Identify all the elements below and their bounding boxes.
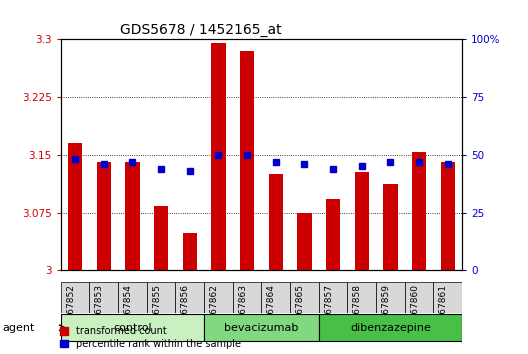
- FancyBboxPatch shape: [89, 282, 118, 313]
- Text: GSM967858: GSM967858: [353, 284, 362, 339]
- Text: bevacizumab: bevacizumab: [224, 323, 298, 333]
- Bar: [297, 213, 312, 270]
- FancyBboxPatch shape: [319, 314, 462, 341]
- Bar: [154, 206, 168, 270]
- FancyBboxPatch shape: [319, 282, 347, 313]
- FancyBboxPatch shape: [261, 282, 290, 313]
- FancyBboxPatch shape: [61, 282, 89, 313]
- Text: GSM967854: GSM967854: [124, 284, 133, 339]
- FancyBboxPatch shape: [204, 282, 233, 313]
- Bar: [269, 174, 283, 270]
- FancyBboxPatch shape: [376, 282, 404, 313]
- Text: dibenzazepine: dibenzazepine: [350, 323, 431, 333]
- Text: GSM967855: GSM967855: [152, 284, 161, 339]
- Bar: [412, 152, 426, 270]
- FancyBboxPatch shape: [290, 282, 319, 313]
- FancyBboxPatch shape: [204, 314, 319, 341]
- Bar: [440, 162, 455, 270]
- FancyBboxPatch shape: [118, 282, 147, 313]
- FancyBboxPatch shape: [175, 282, 204, 313]
- Text: GSM967852: GSM967852: [66, 284, 75, 339]
- Text: GSM967860: GSM967860: [410, 284, 419, 339]
- Bar: [211, 43, 225, 270]
- Bar: [326, 199, 340, 270]
- FancyBboxPatch shape: [347, 282, 376, 313]
- Text: GSM967857: GSM967857: [324, 284, 333, 339]
- Bar: [68, 143, 82, 270]
- FancyBboxPatch shape: [433, 282, 462, 313]
- Bar: [383, 184, 398, 270]
- Text: GSM967864: GSM967864: [267, 284, 276, 339]
- Text: GDS5678 / 1452165_at: GDS5678 / 1452165_at: [120, 23, 281, 37]
- Text: GSM967862: GSM967862: [210, 284, 219, 339]
- Text: GSM967861: GSM967861: [439, 284, 448, 339]
- Bar: [125, 162, 139, 270]
- Bar: [240, 51, 254, 270]
- FancyBboxPatch shape: [404, 282, 433, 313]
- Legend: transformed count, percentile rank within the sample: transformed count, percentile rank withi…: [60, 326, 241, 349]
- Text: GSM967865: GSM967865: [295, 284, 304, 339]
- Bar: [97, 162, 111, 270]
- Text: GSM967859: GSM967859: [381, 284, 390, 339]
- Text: GSM967863: GSM967863: [238, 284, 247, 339]
- FancyBboxPatch shape: [147, 282, 175, 313]
- FancyBboxPatch shape: [61, 314, 204, 341]
- Text: GSM967853: GSM967853: [95, 284, 103, 339]
- Text: GSM967856: GSM967856: [181, 284, 190, 339]
- Text: agent: agent: [3, 324, 35, 333]
- Bar: [183, 233, 197, 270]
- FancyBboxPatch shape: [233, 282, 261, 313]
- Text: control: control: [113, 323, 152, 333]
- Bar: [354, 172, 369, 270]
